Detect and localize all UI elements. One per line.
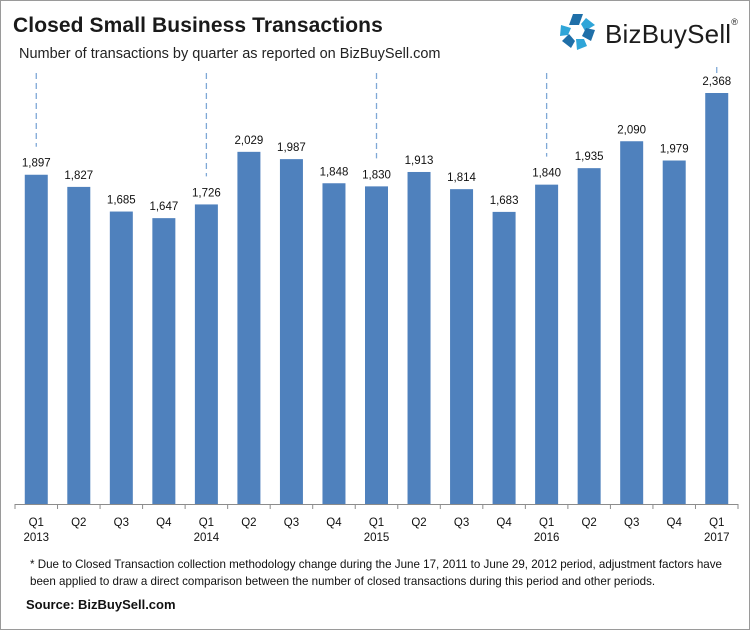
bar — [322, 183, 346, 505]
bar — [237, 151, 261, 504]
bars — [24, 93, 729, 505]
bar — [194, 204, 218, 504]
data-label: 2,029 — [235, 135, 264, 147]
logo-wordmark: BizBuySell® — [605, 17, 739, 50]
logo-brand: BizBuySell — [605, 19, 732, 49]
bar — [24, 174, 48, 505]
chart-subtitle: Number of transactions by quarter as rep… — [19, 46, 441, 62]
x-tick-label: Q4 — [326, 517, 342, 529]
logo-petal — [562, 34, 575, 48]
data-label: 1,726 — [192, 187, 221, 199]
x-tick-label: Q2 — [71, 517, 86, 529]
data-label: 1,827 — [64, 170, 93, 182]
x-tick-label: Q3 — [114, 517, 129, 529]
bar — [365, 186, 388, 504]
x-tick-label: Q2 — [241, 517, 256, 529]
bar — [662, 160, 686, 504]
x-tick-label: Q3 — [624, 517, 639, 529]
logo-petal — [576, 39, 587, 50]
bar — [109, 211, 133, 504]
x-axis-labels: Q1 2013 Q2 Q3 Q4 Q1 2014 Q2 Q3 Q4 Q1 2015 Q2 Q3 Q4 Q1 20… — [23, 517, 729, 544]
logo-petal — [569, 14, 583, 25]
data-label: 1,935 — [575, 151, 604, 163]
bar — [705, 93, 729, 504]
x-tick-year-label: 2013 — [23, 532, 49, 544]
logo-petal — [581, 18, 595, 31]
x-tick-label: Q1 — [539, 517, 554, 529]
chart-title: Closed Small Business Transactions — [13, 14, 383, 37]
data-label: 1,647 — [149, 201, 178, 213]
x-axis-ticks — [14, 504, 739, 509]
year-dividers — [35, 65, 718, 177]
bar — [152, 218, 176, 505]
data-label: 1,913 — [405, 155, 434, 167]
bar — [492, 211, 516, 504]
bizbuysell-star-icon — [560, 14, 595, 50]
x-tick-label: Q1 — [199, 517, 214, 529]
x-tick-year-label: 2016 — [534, 532, 560, 544]
x-tick-label: Q1 — [29, 517, 44, 529]
x-tick-year-label: 2014 — [194, 532, 220, 544]
data-label: 1,897 — [22, 158, 51, 170]
data-label: 1,683 — [490, 195, 519, 207]
data-label: 1,979 — [660, 144, 689, 156]
data-label: 1,987 — [277, 142, 306, 154]
bar — [450, 189, 474, 505]
source-note: Source: BizBuySell.com — [26, 597, 176, 612]
x-tick-year-label: 2015 — [364, 532, 390, 544]
data-label: 1,840 — [532, 168, 561, 180]
registered-mark: ® — [731, 17, 739, 27]
data-label: 2,368 — [702, 76, 731, 88]
x-tick-label: Q1 — [709, 517, 724, 529]
x-tick-label: Q4 — [496, 517, 512, 529]
methodology-footnote: * Due to Closed Transaction collection m… — [30, 558, 722, 588]
logo-petal — [582, 28, 595, 41]
value-labels: 1,897 1,827 1,685 1,647 1,726 2,029 1,987 1,848… — [22, 76, 731, 213]
bar — [535, 184, 559, 504]
x-tick-label: Q3 — [454, 517, 469, 529]
x-tick-label: Q2 — [581, 517, 596, 529]
data-label: 1,848 — [320, 166, 349, 178]
x-tick-label: Q2 — [411, 517, 426, 529]
x-tick-label: Q4 — [667, 517, 683, 529]
logo-petal — [560, 25, 571, 36]
x-tick-label: Q1 — [369, 517, 384, 529]
bar — [67, 186, 91, 504]
bar — [577, 168, 601, 504]
data-label: 1,685 — [107, 195, 136, 207]
bizbuysell-logo: BizBuySell® — [557, 12, 747, 52]
data-label: 1,814 — [447, 172, 476, 184]
bar — [279, 159, 303, 504]
data-label: 2,090 — [617, 124, 646, 136]
bar — [407, 171, 431, 504]
data-label: 1,830 — [362, 169, 391, 181]
bar — [620, 141, 644, 504]
x-tick-label: Q4 — [156, 517, 172, 529]
x-tick-label: Q3 — [284, 517, 299, 529]
x-tick-year-label: 2017 — [704, 532, 730, 544]
